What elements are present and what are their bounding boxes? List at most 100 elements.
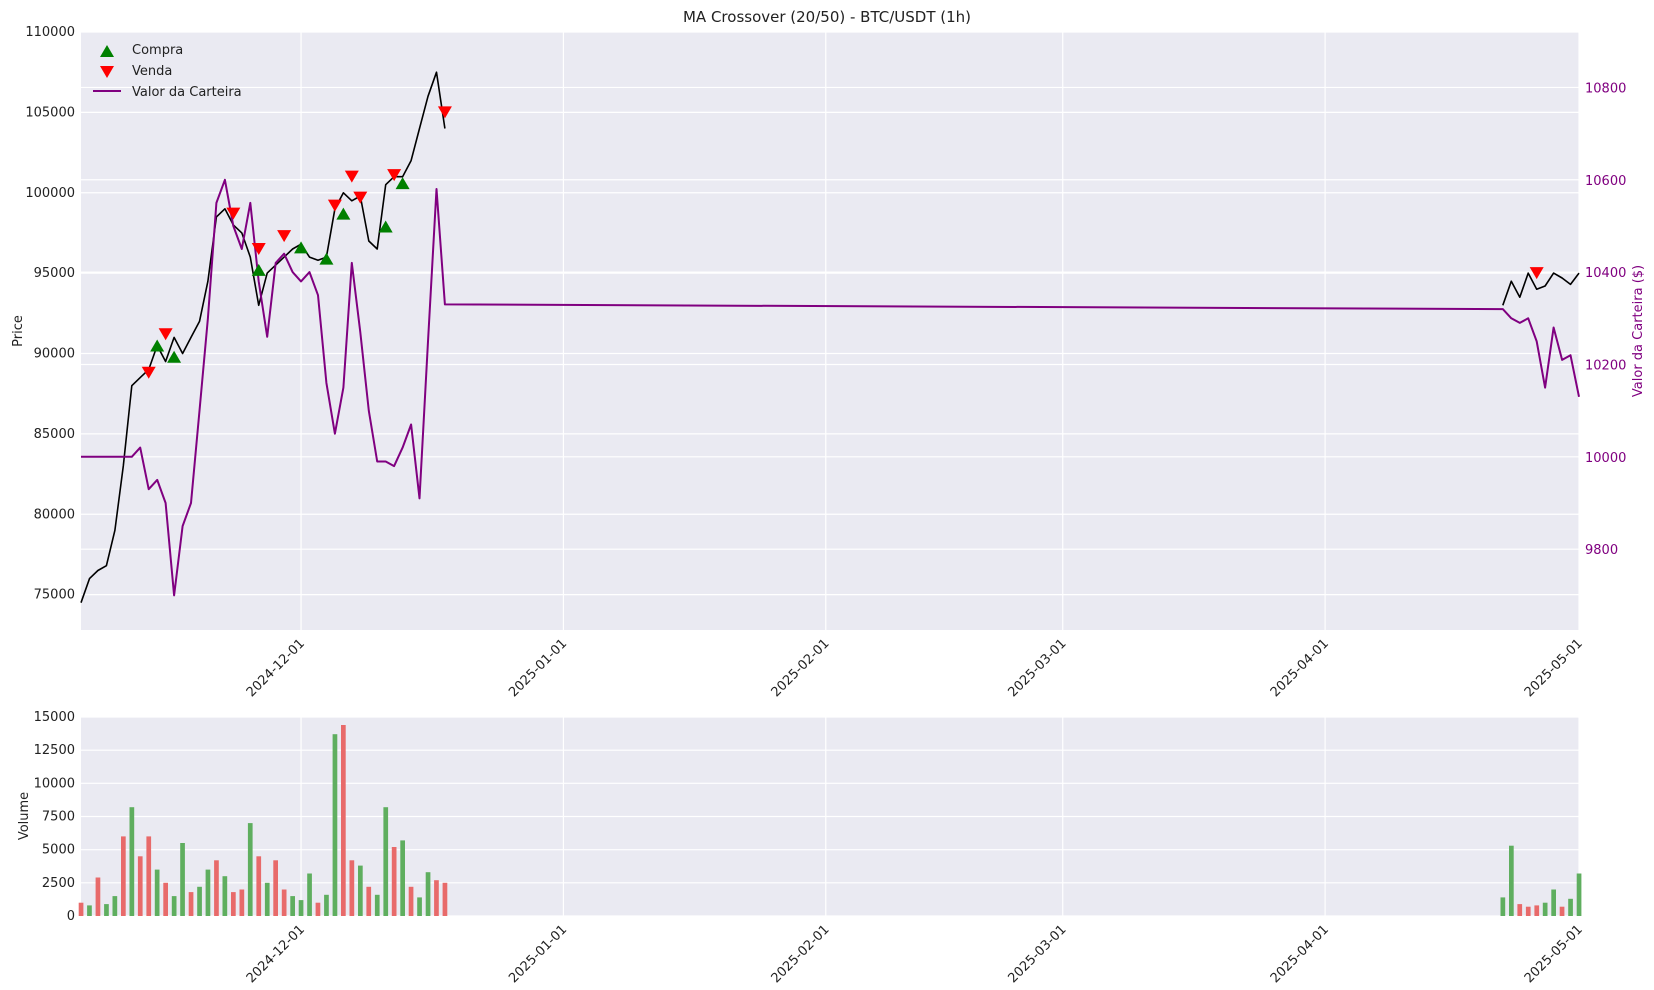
volume-bar: [205, 869, 211, 916]
volume-bar: [400, 840, 405, 916]
volume-x-tick-label: 2024-12-01: [244, 922, 308, 986]
price-x-tick-label: 2025-03-01: [1006, 636, 1070, 700]
volume-bar: [374, 894, 380, 916]
volume-bar: [112, 896, 118, 916]
sell-signal-marker: [141, 366, 156, 379]
portfolio-y-tick-label: 9800: [1585, 543, 1618, 558]
price-x-ticks: 2024-12-01 2025-01-01 2025-02-01 2025-03-01…: [244, 636, 1586, 700]
volume-bar: [1525, 906, 1531, 916]
buy-signal-marker: [319, 252, 334, 265]
portfolio-y-tick-label: 10200: [1585, 358, 1626, 373]
volume-bar: [121, 836, 126, 916]
legend-venda-label: Venda: [132, 64, 172, 79]
volume-bar: [1551, 889, 1556, 916]
price-x-tick-label: 2025-01-01: [506, 636, 570, 700]
volume-bar: [290, 896, 295, 916]
volume-bar: [264, 882, 270, 916]
volume-bar: [154, 869, 160, 916]
portfolio-y-axis-label: Valor da Carteira ($): [1631, 265, 1646, 397]
volume-x-tick-label: 2025-05-01: [1522, 922, 1586, 986]
volume-bar: [129, 807, 135, 916]
legend-compra-label: Compra: [132, 43, 183, 58]
sell-signal-marker: [277, 230, 292, 243]
price-x-tick-label: 2024-12-01: [244, 636, 308, 700]
price-y-tick-label: 100000: [25, 186, 75, 201]
volume-bar: [358, 865, 363, 916]
volume-y-tick-label: 0: [67, 909, 75, 924]
price-plot-area: [81, 32, 1579, 630]
volume-bar: [298, 900, 304, 916]
volume-bar: [231, 892, 236, 916]
sell-signal-marker: [327, 199, 342, 212]
volume-bar: [434, 880, 439, 916]
sell-signal-marker: [344, 170, 359, 183]
sell-signal-marker: [437, 106, 452, 119]
price-panel: MA Crossover (20/50) - BTC/USDT (1h) 750…: [11, 8, 1646, 700]
volume-bars: [78, 725, 1582, 916]
volume-bar: [307, 873, 312, 916]
price-y-tick-label: 95000: [34, 266, 75, 281]
volume-bar: [137, 856, 143, 916]
volume-bar: [163, 882, 168, 916]
price-y-tick-label: 90000: [34, 347, 75, 362]
sell-signal-marker: [1529, 267, 1544, 280]
volume-bar: [1517, 904, 1523, 916]
volume-bar: [332, 734, 338, 916]
volume-bar: [146, 836, 152, 916]
volume-bar: [188, 892, 194, 916]
volume-bar: [417, 897, 422, 916]
volume-bar: [180, 843, 185, 916]
buy-signal-marker: [150, 339, 165, 352]
portfolio-y-tick-label: 10400: [1585, 266, 1626, 281]
price-y-tick-label: 105000: [25, 105, 75, 120]
volume-x-tick-label: 2025-04-01: [1268, 922, 1332, 986]
volume-x-tick-label: 2025-01-01: [506, 922, 570, 986]
price-x-tick-label: 2025-04-01: [1268, 636, 1332, 700]
volume-y-axis-label: Volume: [17, 792, 32, 840]
volume-y-tick-label: 12500: [34, 743, 75, 758]
volume-bar: [171, 896, 177, 916]
volume-bar: [442, 882, 448, 916]
volume-bar: [87, 905, 92, 916]
volume-bar: [1542, 902, 1548, 916]
price-y-tick-label: 80000: [34, 507, 75, 522]
portfolio-value-line: [81, 178, 1580, 597]
chart-title: MA Crossover (20/50) - BTC/USDT (1h): [683, 8, 971, 26]
portfolio-y-tick-label: 10000: [1585, 451, 1626, 466]
volume-bar: [104, 904, 109, 916]
portfolio-y-ticks: 9800 10000 10200 10400 10600 10800: [1585, 81, 1626, 558]
legend: Compra Venda Valor da Carteira: [93, 43, 242, 100]
volume-y-tick-label: 5000: [42, 843, 75, 858]
price-x-tick-label: 2025-05-01: [1522, 636, 1586, 700]
volume-bar: [341, 725, 346, 916]
trade-signals: [141, 106, 1544, 379]
volume-bar: [315, 902, 321, 916]
volume-bar: [247, 823, 253, 916]
volume-bar: [391, 847, 397, 916]
volume-bar: [78, 902, 84, 916]
legend-venda-marker: [100, 66, 114, 78]
volume-grid: [81, 716, 1580, 917]
volume-bar: [1509, 845, 1514, 916]
price-y-tick-label: 85000: [34, 427, 75, 442]
volume-bar: [214, 860, 219, 916]
price-grid: [81, 31, 1580, 630]
volume-bar: [349, 860, 355, 916]
price-y-tick-label: 75000: [34, 588, 75, 603]
volume-bar: [197, 886, 202, 916]
legend-compra-marker: [100, 45, 114, 57]
volume-bar: [1576, 873, 1582, 916]
price-line-1: [1502, 272, 1580, 306]
price-y-tick-label: 110000: [25, 25, 75, 40]
volume-bar: [1500, 897, 1506, 916]
price-line-0: [80, 71, 446, 603]
volume-bar: [408, 886, 414, 916]
volume-y-tick-label: 7500: [42, 810, 75, 825]
volume-bar: [222, 876, 228, 916]
sell-signal-marker: [226, 207, 241, 220]
sell-signal-marker: [158, 328, 173, 341]
volume-bar: [1534, 905, 1540, 916]
volume-x-tick-label: 2025-03-01: [1006, 922, 1070, 986]
